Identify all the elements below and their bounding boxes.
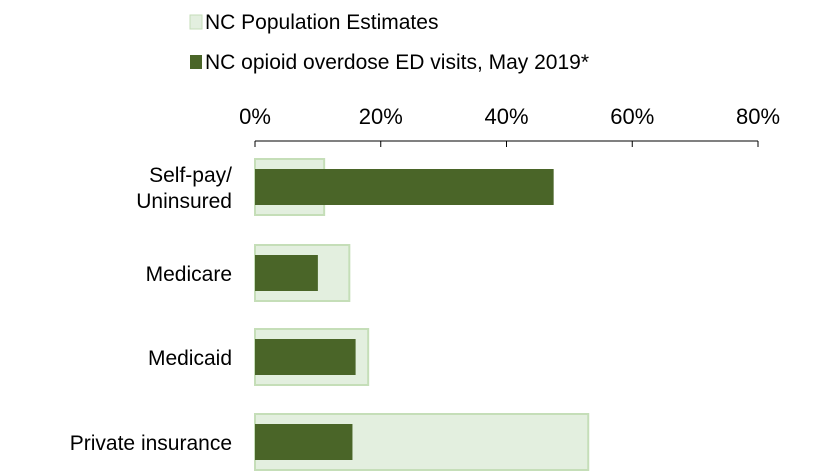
bar-opioid-ed-visits [255, 255, 318, 291]
tick-label: 60% [610, 104, 654, 129]
category-labels: Self-pay/Uninsured Medicare Medicaid Privat… [70, 164, 232, 455]
tick-label: 80% [736, 104, 780, 129]
legend-swatch [189, 14, 203, 30]
x-axis: 0% 20% 40% 60% 80% [239, 104, 780, 147]
category-label: Medicaid [148, 347, 232, 370]
category-label: Uninsured [136, 190, 232, 213]
tick-label: 40% [484, 104, 528, 129]
plot-area [254, 158, 590, 471]
legend: NC Population Estimates NC opioid overdos… [189, 11, 589, 74]
tick-label: 0% [239, 104, 271, 129]
legend-label: NC opioid overdose ED visits, May 2019* [205, 51, 589, 74]
tick-label: 20% [359, 104, 403, 129]
category-label: Self-pay/ [149, 164, 232, 187]
bar-opioid-ed-visits [255, 169, 554, 205]
category-label: Medicare [146, 263, 232, 286]
category-label: Private insurance [70, 432, 232, 455]
legend-swatch [190, 55, 202, 69]
bar-opioid-ed-visits [255, 424, 353, 460]
legend-label: NC Population Estimates [205, 11, 438, 34]
bar-opioid-ed-visits [255, 339, 356, 375]
